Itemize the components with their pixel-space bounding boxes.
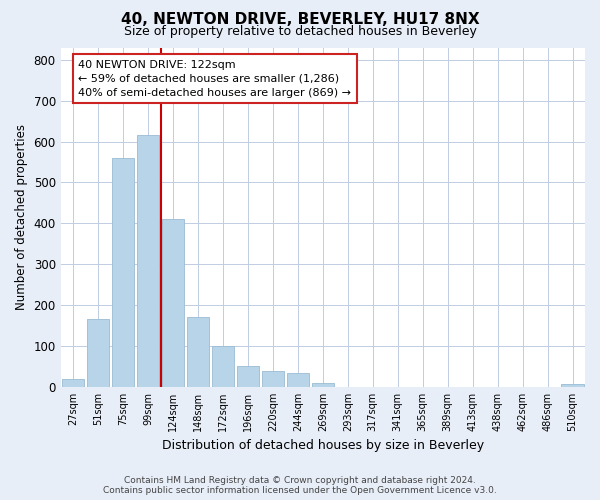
Bar: [262, 370, 284, 387]
Bar: [311, 383, 334, 387]
Bar: [561, 384, 584, 387]
Bar: [62, 379, 85, 387]
Bar: [162, 220, 184, 387]
X-axis label: Distribution of detached houses by size in Beverley: Distribution of detached houses by size …: [162, 440, 484, 452]
Bar: [112, 158, 134, 387]
Text: Size of property relative to detached houses in Beverley: Size of property relative to detached ho…: [124, 25, 476, 38]
Bar: [137, 136, 159, 387]
Bar: [212, 346, 234, 387]
Bar: [87, 320, 109, 387]
Text: Contains HM Land Registry data © Crown copyright and database right 2024.
Contai: Contains HM Land Registry data © Crown c…: [103, 476, 497, 495]
Bar: [287, 374, 309, 387]
Y-axis label: Number of detached properties: Number of detached properties: [15, 124, 28, 310]
Text: 40, NEWTON DRIVE, BEVERLEY, HU17 8NX: 40, NEWTON DRIVE, BEVERLEY, HU17 8NX: [121, 12, 479, 28]
Bar: [187, 318, 209, 387]
Bar: [236, 366, 259, 387]
Text: 40 NEWTON DRIVE: 122sqm
← 59% of detached houses are smaller (1,286)
40% of semi: 40 NEWTON DRIVE: 122sqm ← 59% of detache…: [78, 60, 351, 98]
